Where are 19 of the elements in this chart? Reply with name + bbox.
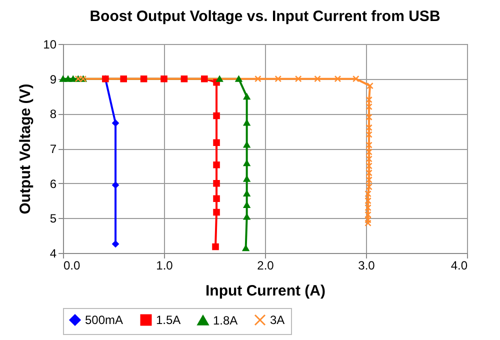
y-tick-label: 8 [50,107,57,122]
x-tick-label: 0.0 [64,258,81,272]
y-tick-label: 7 [50,142,57,156]
legend-label: 500mA [85,313,124,327]
y-tick-label: 4 [50,246,57,260]
y-axis-title: Output Voltage (V) [17,84,34,214]
y-tick-label: 10 [43,38,57,52]
x-tick-label: 1.0 [156,258,174,272]
legend-label: 3A [270,313,285,327]
x-tick-label: 2.0 [257,258,274,272]
chart-title: Boost Output Voltage vs. Input Current from USB [90,8,440,25]
y-tick-label: 9 [50,72,57,86]
legend-label: 1.8A [213,313,238,328]
legend-label: 1.5A [156,313,181,327]
x-tick-label: 4.0 [450,258,468,272]
y-tick-label: 5 [50,212,57,226]
x-axis-title: Input Current (A) [206,282,326,300]
x-tick-label: 3.0 [358,258,376,272]
y-tick-label: 6 [50,176,57,191]
